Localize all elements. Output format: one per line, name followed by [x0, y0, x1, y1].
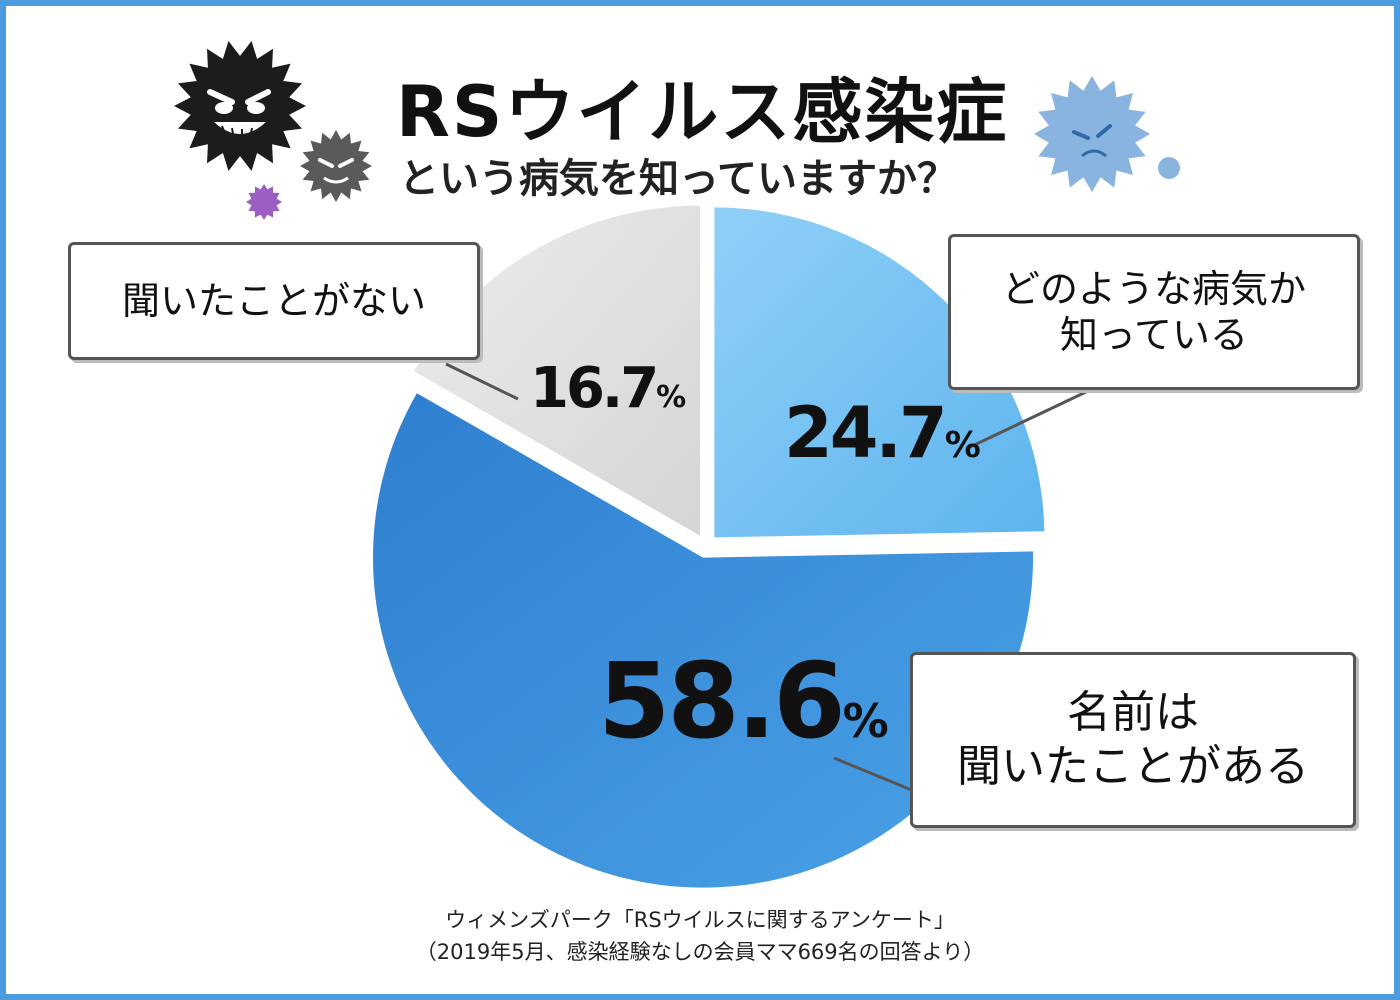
- slice-label-0-line-0: どのような病気か: [1001, 266, 1306, 311]
- chart-subtitle: という病気を知っていますか？: [399, 156, 957, 202]
- slice-value-text-2: 16.7: [530, 356, 659, 421]
- virus-gray-icon: [300, 130, 372, 202]
- leader-line-2: [445, 362, 519, 401]
- leader-line-0: [967, 389, 1089, 450]
- source-line-1: ウィメンズパーク「RSウイルスに関するアンケート」: [445, 908, 955, 932]
- virus-purple-icon: [246, 184, 282, 220]
- pie-chart: [174, 41, 1180, 888]
- slice-label-1-line-0: 名前は: [1067, 687, 1199, 739]
- callout-box-0: どのような病気か 知っている: [948, 234, 1360, 390]
- pie-slice-2: [413, 205, 700, 536]
- source-line-2: （2019年5月、感染経験なしの会員ママ669名の回答より）: [415, 940, 985, 964]
- slice-value-text-0: 24.7: [784, 392, 948, 474]
- virus-dark-icon: [174, 41, 306, 171]
- slice-unit-1: %: [842, 694, 889, 748]
- virus-dot-icon: [1158, 157, 1180, 179]
- pie-slice-1: [373, 393, 1034, 888]
- slice-value-text-1: 58.6: [598, 640, 846, 762]
- slice-value-1: 58.6%: [598, 640, 889, 762]
- slice-unit-2: %: [656, 380, 687, 415]
- slice-label-2-line-0: 聞いたことがない: [121, 278, 426, 323]
- slice-value-0: 24.7%: [784, 392, 981, 474]
- pie-slice-0: [714, 207, 1045, 538]
- chart-title: RSウイルス感染症: [396, 71, 1009, 153]
- callout-box-1: 名前は 聞いたことがある: [910, 652, 1356, 828]
- slice-value-2: 16.7%: [530, 356, 686, 421]
- slice-label-0-line-1: 知っている: [1059, 313, 1249, 357]
- slice-unit-0: %: [944, 425, 981, 466]
- callout-box-2: 聞いたことがない: [68, 242, 480, 360]
- virus-blue-icon: [1034, 76, 1150, 192]
- leader-line-1: [833, 756, 915, 793]
- slice-label-1-line-1: 聞いたことがある: [957, 741, 1309, 792]
